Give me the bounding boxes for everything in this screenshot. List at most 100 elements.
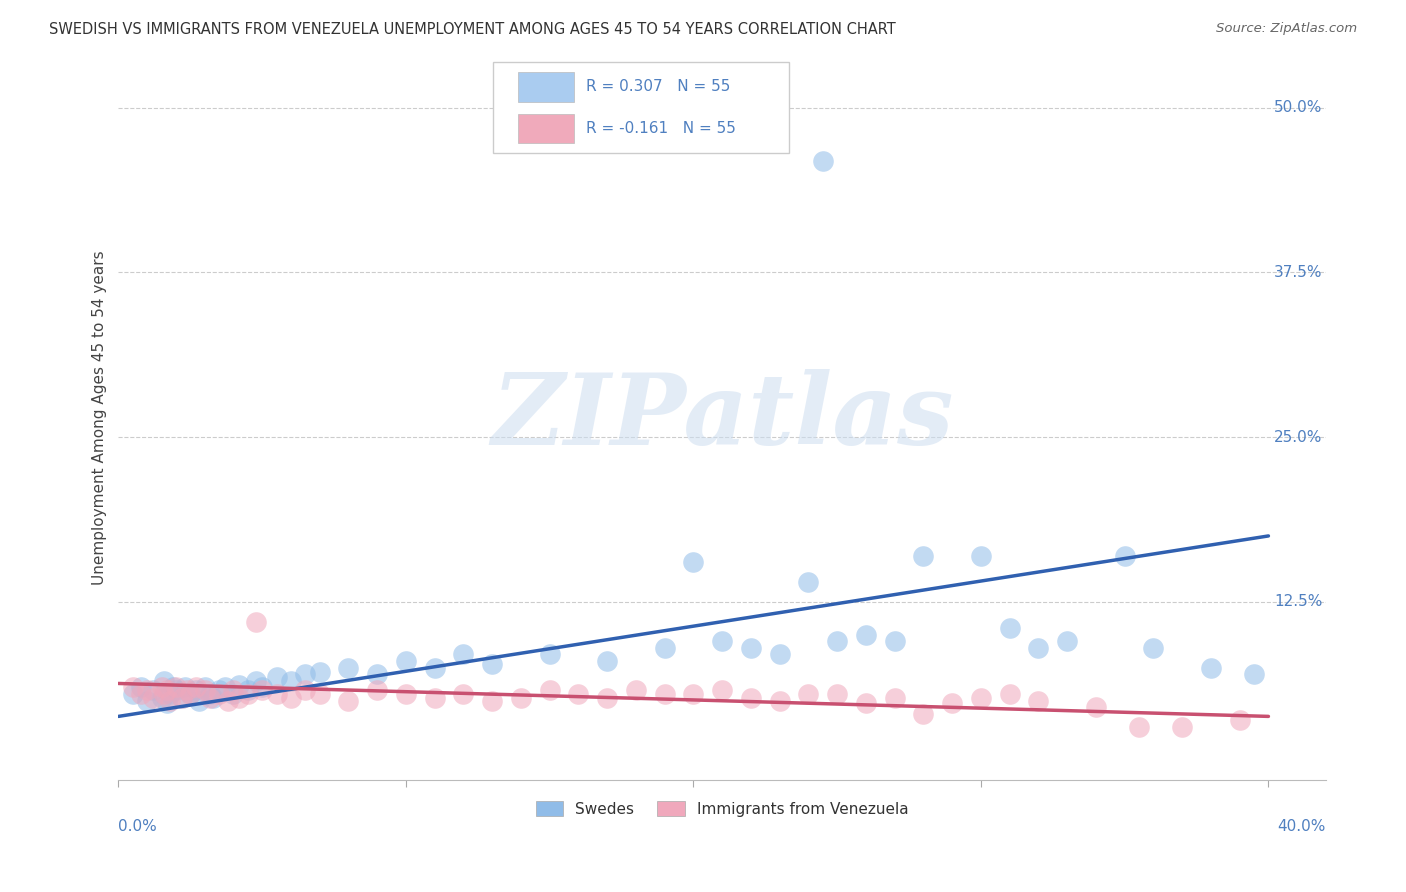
Text: 50.0%: 50.0% <box>1274 100 1323 115</box>
Point <box>142 683 165 698</box>
Point <box>208 687 231 701</box>
Point <box>811 153 834 168</box>
Point <box>538 683 561 698</box>
Point <box>294 667 316 681</box>
Point <box>1056 634 1078 648</box>
Text: ZIPatlas: ZIPatlas <box>491 369 953 466</box>
Point <box>366 683 388 698</box>
Point <box>970 690 993 705</box>
Point <box>481 693 503 707</box>
Point <box>187 693 209 707</box>
Point <box>740 640 762 655</box>
Point <box>1128 720 1150 734</box>
FancyBboxPatch shape <box>519 113 574 144</box>
FancyBboxPatch shape <box>519 72 574 102</box>
Point <box>538 648 561 662</box>
Point <box>250 681 273 695</box>
Point <box>150 690 173 705</box>
Point <box>165 681 187 695</box>
Point <box>825 634 848 648</box>
Point <box>998 621 1021 635</box>
Point <box>366 667 388 681</box>
Point <box>883 690 905 705</box>
Point <box>153 687 176 701</box>
Point <box>1171 720 1194 734</box>
Point <box>200 687 222 701</box>
Point <box>136 683 159 698</box>
Point <box>200 690 222 705</box>
Point <box>170 690 193 705</box>
Point <box>228 678 250 692</box>
Point <box>682 555 704 569</box>
Point <box>1028 640 1050 655</box>
Point <box>184 683 207 698</box>
Point <box>214 681 236 695</box>
Text: 37.5%: 37.5% <box>1274 265 1323 280</box>
Point <box>266 670 288 684</box>
Point <box>567 687 589 701</box>
Point <box>150 681 173 695</box>
Point <box>855 628 877 642</box>
Point <box>998 687 1021 701</box>
Point <box>121 681 143 695</box>
Point <box>131 681 153 695</box>
Point <box>176 683 198 698</box>
Point <box>280 690 302 705</box>
Point <box>217 693 239 707</box>
Text: R = 0.307   N = 55: R = 0.307 N = 55 <box>586 79 730 95</box>
Text: 25.0%: 25.0% <box>1274 430 1323 444</box>
Point <box>883 634 905 648</box>
Point <box>797 575 820 590</box>
Point <box>156 683 179 698</box>
Point <box>162 681 184 695</box>
Point <box>280 673 302 688</box>
Point <box>711 634 734 648</box>
Point <box>308 665 330 679</box>
Point <box>1028 693 1050 707</box>
Point <box>236 683 259 698</box>
Point <box>912 706 935 721</box>
Point <box>481 657 503 671</box>
Point <box>165 683 187 698</box>
Point <box>825 687 848 701</box>
Text: 12.5%: 12.5% <box>1274 594 1323 609</box>
Point <box>423 660 446 674</box>
Point <box>179 687 201 701</box>
Y-axis label: Unemployment Among Ages 45 to 54 years: Unemployment Among Ages 45 to 54 years <box>93 250 107 584</box>
Point <box>510 690 533 705</box>
Text: SWEDISH VS IMMIGRANTS FROM VENEZUELA UNEMPLOYMENT AMONG AGES 45 TO 54 YEARS CORR: SWEDISH VS IMMIGRANTS FROM VENEZUELA UNE… <box>49 22 896 37</box>
Point <box>170 690 193 705</box>
Point <box>797 687 820 701</box>
Point <box>855 696 877 710</box>
Point <box>654 687 676 701</box>
Point <box>1243 667 1265 681</box>
Point <box>1229 714 1251 728</box>
Point <box>179 687 201 701</box>
Point <box>596 654 619 668</box>
Point <box>156 696 179 710</box>
Point <box>395 654 418 668</box>
Text: 40.0%: 40.0% <box>1278 820 1326 835</box>
Point <box>596 690 619 705</box>
Text: 0.0%: 0.0% <box>118 820 157 835</box>
Point <box>250 683 273 698</box>
Point <box>711 683 734 698</box>
Point <box>142 690 165 705</box>
Point <box>769 648 792 662</box>
Point <box>194 683 217 698</box>
Text: Source: ZipAtlas.com: Source: ZipAtlas.com <box>1216 22 1357 36</box>
Point <box>912 549 935 563</box>
Point <box>159 687 181 701</box>
Point <box>121 687 143 701</box>
Point <box>184 681 207 695</box>
Point <box>654 640 676 655</box>
Point <box>453 648 475 662</box>
Point <box>222 683 245 698</box>
Point <box>941 696 963 710</box>
Legend: Swedes, Immigrants from Venezuela: Swedes, Immigrants from Venezuela <box>530 795 915 822</box>
Point <box>294 683 316 698</box>
Point <box>1142 640 1164 655</box>
Point <box>202 690 225 705</box>
Point <box>1084 700 1107 714</box>
Point <box>194 681 217 695</box>
